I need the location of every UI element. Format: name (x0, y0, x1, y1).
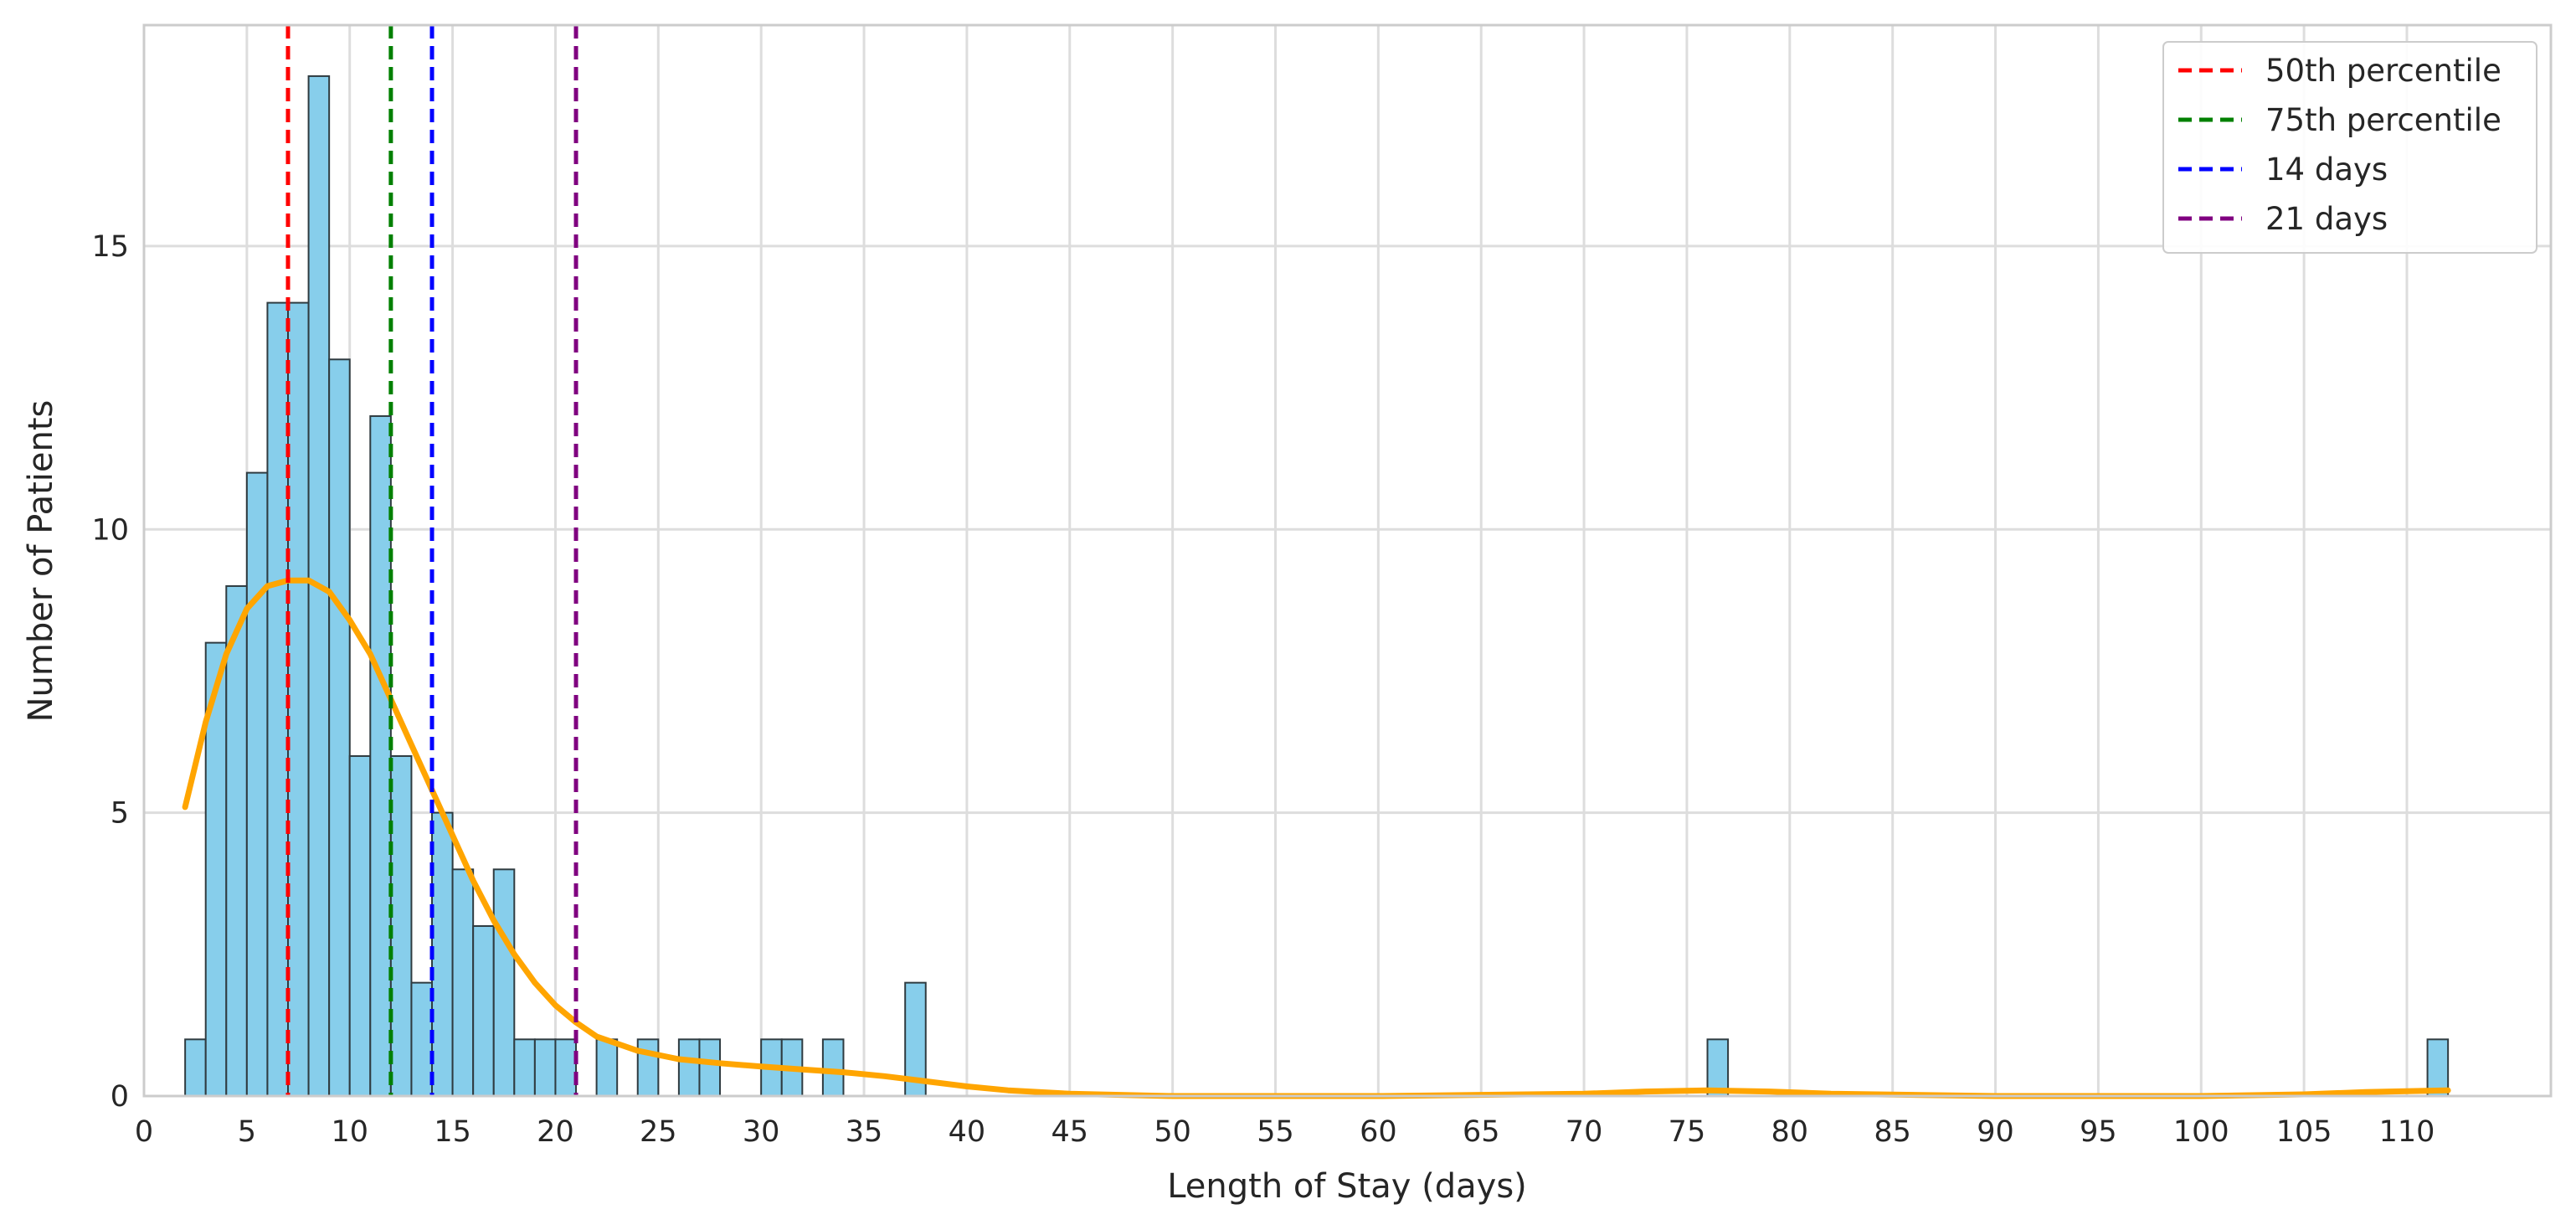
x-tick-label: 110 (2379, 1115, 2435, 1149)
histogram-bar (472, 924, 495, 1097)
kde-line (182, 577, 2451, 1099)
x-tick-label: 50 (1154, 1115, 1191, 1149)
histogram-bar (184, 1038, 207, 1097)
x-tick-label: 70 (1566, 1115, 1603, 1149)
y-axis-ticks: 0 5 10 15 (91, 230, 129, 1114)
x-tick-label: 85 (1874, 1115, 1911, 1149)
histogram-bar (554, 1038, 578, 1097)
histogram-bar (328, 358, 351, 1098)
histogram-bar (636, 1038, 660, 1097)
x-tick-label: 25 (640, 1115, 677, 1149)
histogram-bar (2426, 1038, 2450, 1097)
x-tick-label: 15 (434, 1115, 471, 1149)
histogram-bar (595, 1038, 619, 1097)
histogram-bar (1706, 1038, 1730, 1097)
legend-label: 14 days (2265, 152, 2388, 188)
y-axis-title: Number of Patients (22, 400, 60, 723)
histogram-bar (389, 754, 413, 1097)
x-tick-label: 65 (1463, 1115, 1500, 1149)
histogram-bar (492, 868, 516, 1097)
histogram-bar (245, 471, 269, 1097)
x-axis-ticks: 0 5 10 15 20 25 30 35 40 45 50 55 60 65 70 75 80 85 90 95 10… (135, 1115, 2435, 1149)
histogram-bar (451, 868, 475, 1097)
histogram-bar (677, 1038, 701, 1097)
y-tick-label: 5 (111, 797, 129, 831)
x-tick-label: 95 (2080, 1115, 2117, 1149)
x-tick-label: 100 (2173, 1115, 2229, 1149)
histogram-bar (369, 414, 392, 1097)
x-tick-label: 10 (331, 1115, 368, 1149)
x-tick-label: 30 (743, 1115, 780, 1149)
histogram-bar (287, 301, 310, 1097)
legend-label: 50th percentile (2265, 53, 2501, 89)
histogram-bar (431, 811, 454, 1097)
x-tick-label: 75 (1668, 1115, 1706, 1149)
histogram-bar (410, 981, 434, 1098)
histogram-bar (266, 301, 290, 1097)
x-tick-label: 20 (537, 1115, 574, 1149)
x-tick-label: 55 (1257, 1115, 1294, 1149)
plot-frame (142, 23, 2553, 1098)
histogram-bar (348, 754, 372, 1097)
legend: 50th percentile 75th percentile 14 days 21 … (2162, 41, 2537, 254)
x-tick-label: 35 (846, 1115, 883, 1149)
x-tick-label: 5 (238, 1115, 256, 1149)
x-tick-label: 0 (135, 1115, 153, 1149)
histogram-bar (821, 1038, 845, 1097)
histogram-bar (225, 584, 248, 1097)
x-tick-label: 105 (2276, 1115, 2332, 1149)
legend-label: 75th percentile (2265, 102, 2501, 138)
histogram-bar (698, 1038, 722, 1097)
histogram-bars (184, 75, 2450, 1098)
x-tick-label: 40 (949, 1115, 986, 1149)
reference-lines (285, 25, 578, 1096)
x-tick-label: 45 (1051, 1115, 1088, 1149)
x-tick-label: 90 (1977, 1115, 2014, 1149)
y-tick-label: 15 (91, 230, 129, 264)
kde-curve (182, 577, 2451, 1099)
y-tick-label: 10 (91, 513, 129, 547)
x-tick-label: 80 (1771, 1115, 1809, 1149)
legend-label: 21 days (2265, 201, 2388, 237)
plot-background (144, 25, 2551, 1096)
histogram-bar (533, 1038, 557, 1097)
histogram-bar (513, 1038, 536, 1097)
x-axis-title: Length of Stay (days) (1167, 1167, 1527, 1206)
y-tick-label: 0 (111, 1080, 129, 1114)
x-tick-label: 60 (1360, 1115, 1397, 1149)
legend-box (2162, 41, 2537, 254)
